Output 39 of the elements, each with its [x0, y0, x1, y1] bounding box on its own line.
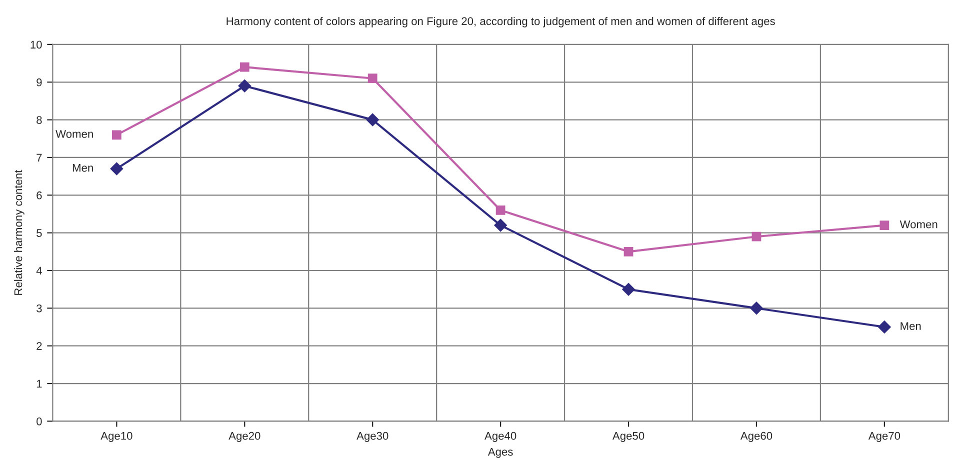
point [496, 206, 506, 215]
y-tick-label: 7 [36, 154, 42, 162]
chart-title: Harmony content of colors appearing on Figure 20, according to judgement of men and women of different ages [226, 16, 775, 28]
y-axis-title: Relative harmony content [14, 170, 24, 295]
x-tick-label: Age20 [228, 432, 260, 442]
x-tick-label: Age50 [612, 432, 644, 442]
y-tick-label: 1 [36, 380, 42, 388]
x-tick-label: Age60 [740, 432, 772, 442]
point [880, 220, 890, 230]
point [878, 320, 891, 334]
point [240, 62, 250, 72]
text: Men [72, 164, 93, 172]
x-tick-label: Age30 [356, 432, 388, 442]
y-tick-label: 8 [36, 116, 42, 124]
point [366, 113, 380, 126]
point [622, 282, 635, 296]
x-tick-label: Age40 [484, 432, 516, 442]
x-axis-title: Ages [488, 448, 513, 458]
point [238, 79, 252, 92]
y-tick-label: 10 [30, 40, 42, 49]
text: Women [56, 130, 93, 138]
y-tick-label: 9 [36, 78, 42, 86]
point [112, 130, 122, 140]
point [624, 246, 634, 256]
point [494, 218, 507, 232]
point [750, 302, 763, 315]
y-tick-label: 3 [36, 304, 42, 312]
y-tick-label: 2 [36, 342, 42, 350]
series-label: Women [900, 220, 938, 228]
x-tick-label: Age10 [100, 432, 132, 442]
y-tick-label: 5 [36, 229, 42, 237]
point [752, 232, 762, 242]
series-label: Men [900, 322, 921, 330]
y-tick-label: 6 [36, 191, 42, 200]
y-tick-label: 0 [36, 417, 42, 426]
y-tick-label: 4 [36, 266, 42, 275]
point [368, 74, 378, 84]
x-tick-label: Age70 [868, 432, 900, 442]
point [110, 162, 124, 176]
